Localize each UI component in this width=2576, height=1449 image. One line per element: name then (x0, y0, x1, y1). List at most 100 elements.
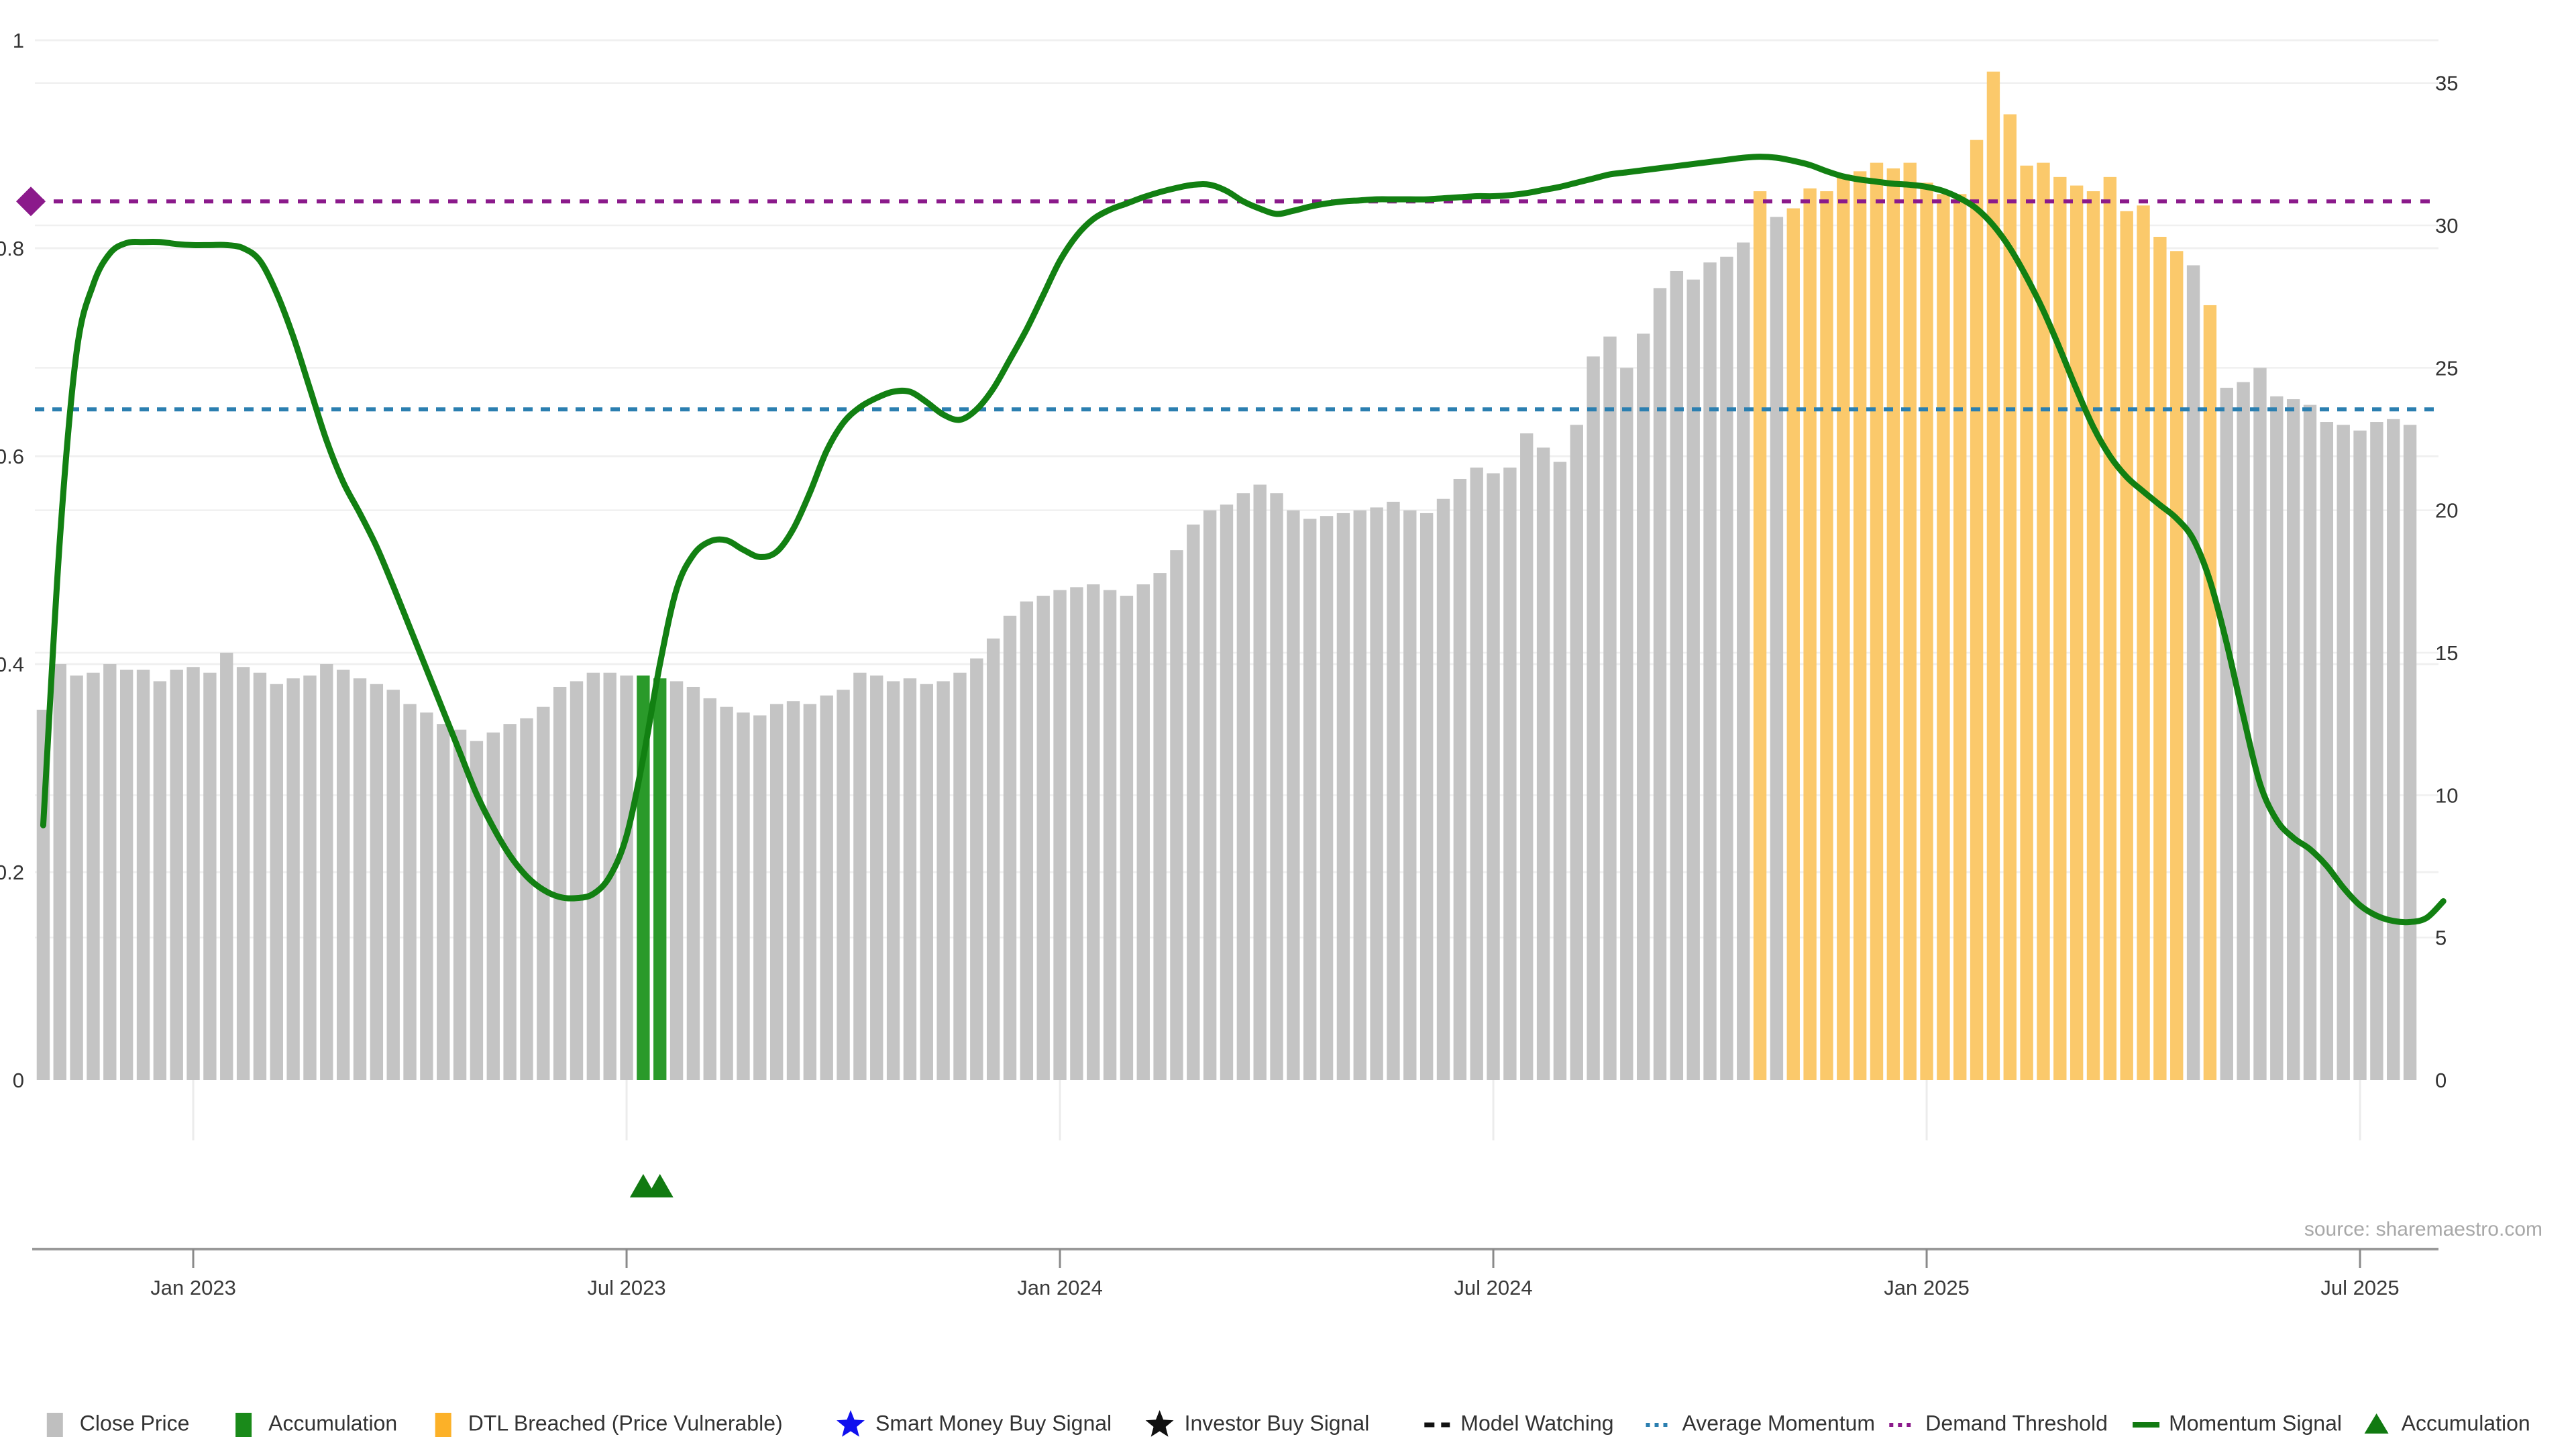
price-bar (1553, 462, 1567, 1080)
legend-smart-money[interactable]: Smart Money Buy Signal (837, 1410, 1112, 1437)
dtl-breached-bar (1920, 182, 1933, 1081)
price-bar (1686, 279, 1700, 1080)
legend-close-price[interactable]: Close Price (46, 1411, 190, 1437)
price-bar (920, 684, 933, 1080)
price-bar (720, 706, 733, 1080)
price-bar (620, 675, 633, 1080)
price-bar (386, 690, 400, 1080)
price-bar (886, 681, 900, 1080)
price-bar (453, 729, 467, 1080)
legend-item-label: Demand Threshold (1925, 1411, 2108, 1435)
dtl-breached-bar (2003, 114, 2017, 1080)
price-bar (1387, 501, 1400, 1080)
price-bar (2303, 405, 2317, 1080)
price-bar (437, 724, 450, 1080)
price-bar (1453, 478, 1467, 1080)
legend-accumulation-bar[interactable]: Accumulation (235, 1411, 397, 1437)
dtl-breached-bar (2203, 305, 2217, 1080)
price-bar (1070, 587, 1083, 1080)
x-tick-label: Jan 2025 (1884, 1276, 1970, 1299)
price-bar (1403, 510, 1417, 1080)
x-tick-label: Jan 2024 (1017, 1276, 1103, 1299)
price-bar (1570, 425, 1583, 1080)
dtl-breached-bar (1753, 191, 1767, 1080)
legend-item-label: Accumulation (268, 1411, 397, 1435)
x-tick-label: Jul 2023 (587, 1276, 665, 1299)
price-bar (769, 704, 784, 1080)
price-bar (970, 658, 983, 1080)
price-bar (270, 684, 283, 1080)
legend-item-label: Average Momentum (1682, 1411, 1876, 1435)
y-axis-right-tick-label: 10 (2435, 784, 2458, 807)
price-bar (87, 672, 100, 1080)
price-bar (336, 669, 350, 1080)
price-bar (1170, 550, 1183, 1080)
y-axis-left-tick-label: 0.4 (0, 653, 24, 676)
legend-item-label: Close Price (80, 1411, 190, 1435)
legend-average-momentum[interactable]: Average Momentum (1646, 1411, 1876, 1435)
legend-accumulation-marker[interactable]: Accumulation (2364, 1411, 2530, 1435)
legend-star-icon (1145, 1410, 1174, 1437)
legend-demand-threshold[interactable]: Demand Threshold (1889, 1411, 2108, 1435)
y-axis-right-tick-label: 15 (2435, 641, 2458, 665)
price-bar (186, 667, 200, 1080)
legend-dtl-breached[interactable]: DTL Breached (Price Vulnerable) (435, 1411, 783, 1437)
source-attribution: source: sharemaestro.com (2304, 1218, 2542, 1240)
y-axis-left-tick-label: 1 (13, 29, 24, 52)
dtl-breached-bar (2120, 211, 2133, 1080)
price-bar (686, 686, 700, 1080)
dtl-breached-bar (1870, 162, 1884, 1080)
price-bar (1436, 498, 1450, 1080)
price-bar (1153, 573, 1167, 1080)
price-bar (1737, 242, 1750, 1080)
dtl-breached-bar (1803, 188, 1817, 1081)
dtl-breached-bar (1970, 140, 1984, 1081)
price-bar (1720, 256, 1733, 1080)
legend-swatch (235, 1413, 252, 1437)
legend-investor-buy[interactable]: Investor Buy Signal (1145, 1410, 1370, 1437)
price-bar (1587, 356, 1600, 1080)
threshold-lines-group (16, 186, 2438, 412)
price-bar (119, 669, 133, 1080)
price-bar (786, 701, 800, 1080)
dtl-breached-bar (1903, 162, 1917, 1080)
legend-star-icon (837, 1410, 865, 1437)
dtl-breached-bar (2170, 251, 2184, 1080)
price-bar (1653, 288, 1667, 1081)
price-bar (669, 681, 684, 1080)
price-bar (2220, 388, 2233, 1080)
price-bar (220, 653, 233, 1080)
chart-legend: Close Price Accumulation DTL Breached (Pri… (46, 1410, 2530, 1437)
legend-model-watching[interactable]: Model Watching (1424, 1411, 1614, 1435)
price-bar (2387, 419, 2400, 1080)
price-bar (1520, 433, 1534, 1080)
x-tick-label: Jul 2024 (1454, 1276, 1532, 1299)
price-bar (153, 681, 167, 1080)
price-bar (1470, 467, 1483, 1080)
price-bar (303, 675, 317, 1080)
price-bar (820, 695, 833, 1080)
price-bar (2237, 382, 2250, 1080)
price-bar (503, 724, 517, 1080)
dtl-breached-bar (2070, 185, 2084, 1081)
price-bar (2370, 422, 2383, 1080)
legend-item-label: Momentum Signal (2169, 1411, 2342, 1435)
price-bar (1620, 368, 1633, 1080)
y-axis-left-tick-label: 0 (13, 1069, 24, 1092)
legend-momentum-signal[interactable]: Momentum Signal (2133, 1411, 2342, 1435)
axis-ticks-group: Jan 2023 Jul 2023 Jan 2024 Jul 2024 Jan 2025… (0, 29, 2458, 1299)
price-bar (103, 664, 117, 1080)
legend-swatch (46, 1413, 63, 1437)
price-bar (837, 690, 850, 1080)
price-bar (2270, 396, 2284, 1080)
x-tick-label: Jan 2023 (150, 1276, 236, 1299)
price-bar (953, 672, 967, 1080)
price-bar (1236, 493, 1250, 1080)
legend-item-label: Smart Money Buy Signal (875, 1411, 1112, 1435)
price-bar (1636, 333, 1650, 1081)
price-bar (470, 741, 484, 1080)
price-bar (1670, 270, 1684, 1080)
dtl-breached-bar (1853, 171, 1867, 1080)
